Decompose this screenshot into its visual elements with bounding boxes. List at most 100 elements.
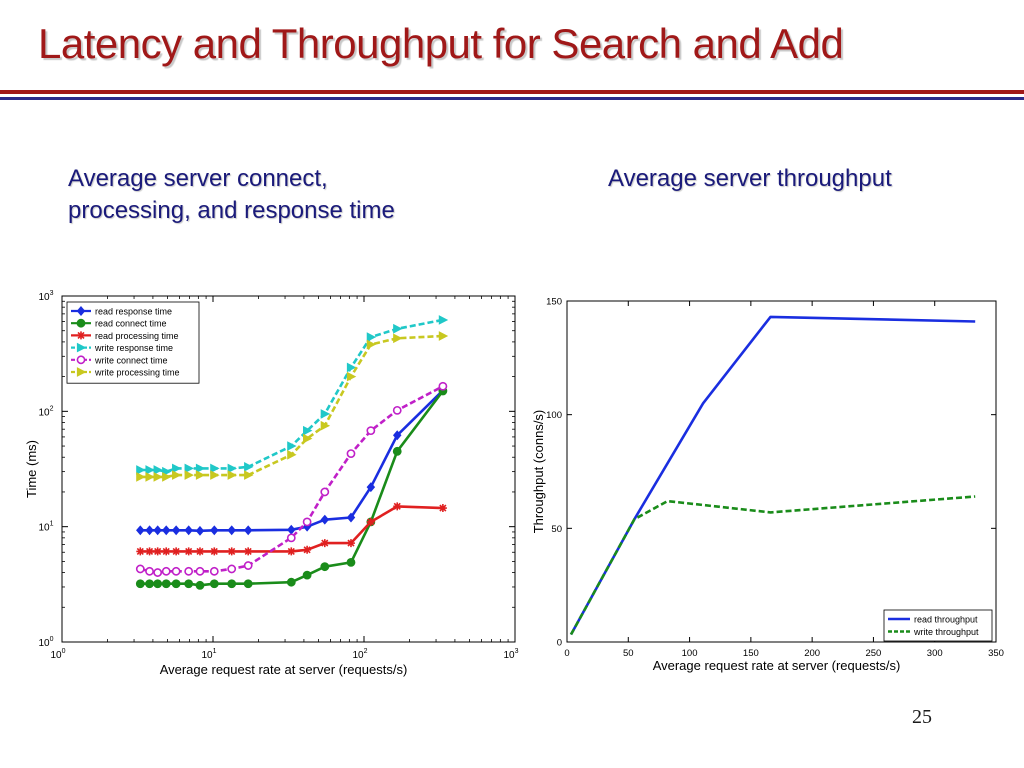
latency-data-point — [346, 557, 356, 567]
throughput-x-tick-label: 300 — [927, 648, 943, 659]
throughput-x-tick-label: 100 — [682, 648, 698, 659]
latency-data-point — [153, 547, 162, 556]
latency-data-point — [195, 566, 205, 576]
latency-data-point — [286, 577, 296, 587]
latency-data-point — [438, 331, 449, 341]
latency-data-point — [366, 339, 377, 350]
latency-data-point — [227, 525, 236, 536]
latency-data-point — [366, 517, 375, 526]
latency-data-point — [346, 539, 355, 548]
latency-data-point — [195, 470, 206, 480]
title-rule-red — [0, 90, 1024, 94]
latency-data-point — [392, 405, 402, 415]
latency-data-point — [287, 449, 297, 460]
latency-data-point — [287, 547, 296, 556]
latency-data-point — [184, 525, 193, 536]
latency-data-point — [346, 449, 356, 459]
latency-data-point — [392, 446, 402, 456]
throughput-y-tick-label: 50 — [551, 524, 562, 535]
throughput-y-tick-label: 0 — [557, 638, 562, 649]
latency-legend-marker — [76, 306, 86, 316]
latency-data-point — [438, 315, 449, 325]
latency-data-point — [302, 517, 312, 527]
subtitle-latency-line2: processing, and response time — [68, 197, 395, 224]
latency-data-point — [244, 462, 254, 472]
latency-data-point — [209, 579, 219, 589]
latency-y-tick-label: 102 — [38, 405, 53, 418]
latency-data-point — [135, 564, 145, 574]
latency-data-point — [286, 533, 296, 543]
latency-data-point — [438, 504, 447, 513]
latency-legend-label: write processing time — [94, 368, 180, 378]
latency-data-point — [195, 580, 205, 590]
latency-series-0 — [136, 385, 448, 536]
latency-data-point — [145, 472, 155, 482]
latency-data-point — [162, 547, 171, 556]
latency-data-point — [161, 579, 171, 589]
latency-data-point — [184, 470, 194, 480]
latency-data-point — [366, 482, 376, 493]
latency-y-tick-label: 103 — [38, 290, 53, 303]
latency-data-point — [136, 525, 145, 536]
latency-legend-label: write response time — [94, 343, 173, 353]
latency-legend: read response time read connect time read … — [66, 301, 200, 384]
throughput-x-tick-label: 50 — [623, 648, 634, 659]
latency-data-point — [320, 514, 330, 525]
latency-data-point — [184, 463, 194, 474]
latency-series-4 — [135, 381, 448, 577]
throughput-legend-box — [883, 609, 993, 642]
latency-data-point — [244, 470, 254, 480]
latency-data-point — [172, 547, 181, 556]
subtitle-latency: Average server connect, processing, and … — [68, 163, 395, 227]
latency-data-point — [227, 579, 237, 589]
latency-data-point — [171, 566, 181, 576]
latency-y-axis-label: Time (ms) — [24, 440, 39, 498]
latency-data-point — [136, 547, 145, 556]
latency-y-tick-label: 100 — [38, 636, 53, 649]
latency-data-point — [303, 545, 312, 554]
latency-data-point — [393, 333, 403, 344]
latency-y-tick-label: 101 — [38, 521, 53, 534]
latency-data-point — [136, 465, 146, 475]
throughput-y-axis-label: Throughput (conns/s) — [531, 410, 546, 534]
latency-data-point — [210, 525, 219, 536]
latency-legend-marker — [76, 355, 86, 365]
latency-data-point — [153, 465, 163, 475]
latency-data-point — [346, 512, 356, 523]
latency-x-tick-label: 101 — [201, 648, 216, 661]
latency-data-point — [145, 547, 154, 556]
latency-data-point — [438, 381, 448, 391]
latency-data-point — [161, 525, 171, 536]
latency-series-5 — [136, 331, 449, 482]
latency-data-point — [366, 426, 376, 436]
throughput-x-tick-label: 150 — [743, 648, 759, 659]
latency-series-2 — [136, 502, 447, 556]
latency-data-point — [162, 472, 172, 482]
latency-data-point — [184, 579, 194, 589]
latency-chart: 100 101 102 103 100 101 102 103 Average request … — [24, 290, 519, 677]
latency-data-point — [227, 547, 236, 556]
throughput-x-tick-label: 200 — [804, 648, 820, 659]
throughput-legend: read throughput write throughput — [883, 609, 993, 642]
latency-data-point — [346, 371, 357, 382]
latency-data-point — [153, 472, 163, 482]
latency-data-point — [346, 362, 357, 373]
latency-series-3 — [136, 315, 449, 477]
latency-data-point — [184, 547, 193, 556]
throughput-legend-label: read throughput — [914, 615, 978, 625]
latency-data-point — [302, 570, 312, 580]
latency-data-point — [153, 579, 163, 589]
latency-data-point — [243, 525, 253, 536]
page-number: 25 — [912, 706, 932, 728]
latency-data-point — [145, 465, 155, 475]
latency-data-point — [244, 547, 253, 556]
latency-data-point — [320, 420, 331, 431]
latency-data-point — [210, 463, 220, 474]
latency-data-point — [135, 579, 145, 589]
latency-data-point — [303, 433, 313, 444]
latency-data-point — [195, 463, 206, 474]
latency-data-point — [171, 525, 181, 536]
latency-data-point — [209, 566, 219, 576]
